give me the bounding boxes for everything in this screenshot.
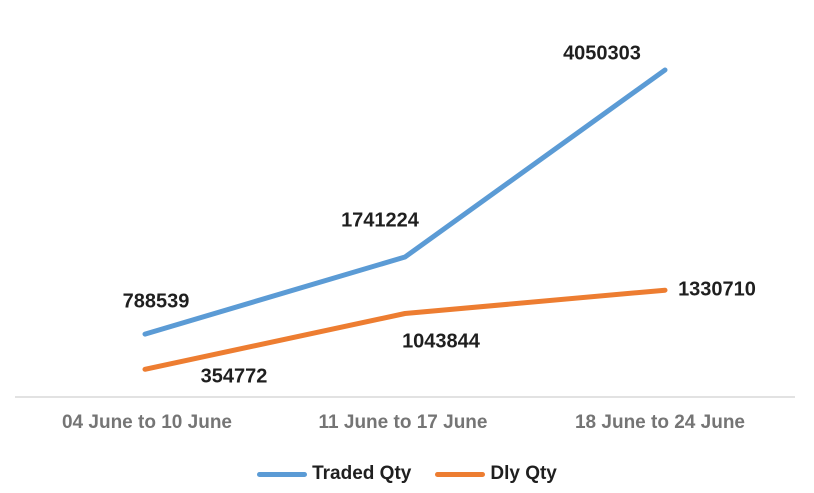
legend-label-dly-qty: Dly Qty: [490, 463, 557, 484]
legend-item-traded-qty: Traded Qty: [257, 463, 411, 485]
data-label-dly-qty-1: 354772: [200, 365, 268, 388]
chart-legend: Traded Qty Dly Qty: [0, 463, 814, 485]
dly-qty-line: [142, 287, 668, 372]
data-label-dly-qty-3: 1330710: [678, 278, 756, 301]
dly-qty-line-swatch-icon: [435, 471, 486, 477]
data-label-dly-qty-2: 1043844: [402, 330, 480, 353]
traded-qty-line-swatch-icon: [257, 471, 308, 477]
data-label-traded-qty-2: 1741224: [341, 209, 419, 232]
legend-item-dly-qty: Dly Qty: [435, 463, 557, 485]
legend-label-traded-qty: Traded Qty: [312, 463, 412, 484]
traded-qty-line: [142, 67, 668, 337]
data-label-traded-qty-1: 788539: [122, 290, 190, 313]
x-axis-label-week-1: 04 June to 10 June: [61, 412, 233, 433]
x-axis-label-week-2: 11 June to 17 June: [318, 412, 488, 433]
data-label-traded-qty-3: 4050303: [563, 42, 641, 65]
x-axis-label-week-3: 18 June to 24 June: [574, 412, 746, 433]
